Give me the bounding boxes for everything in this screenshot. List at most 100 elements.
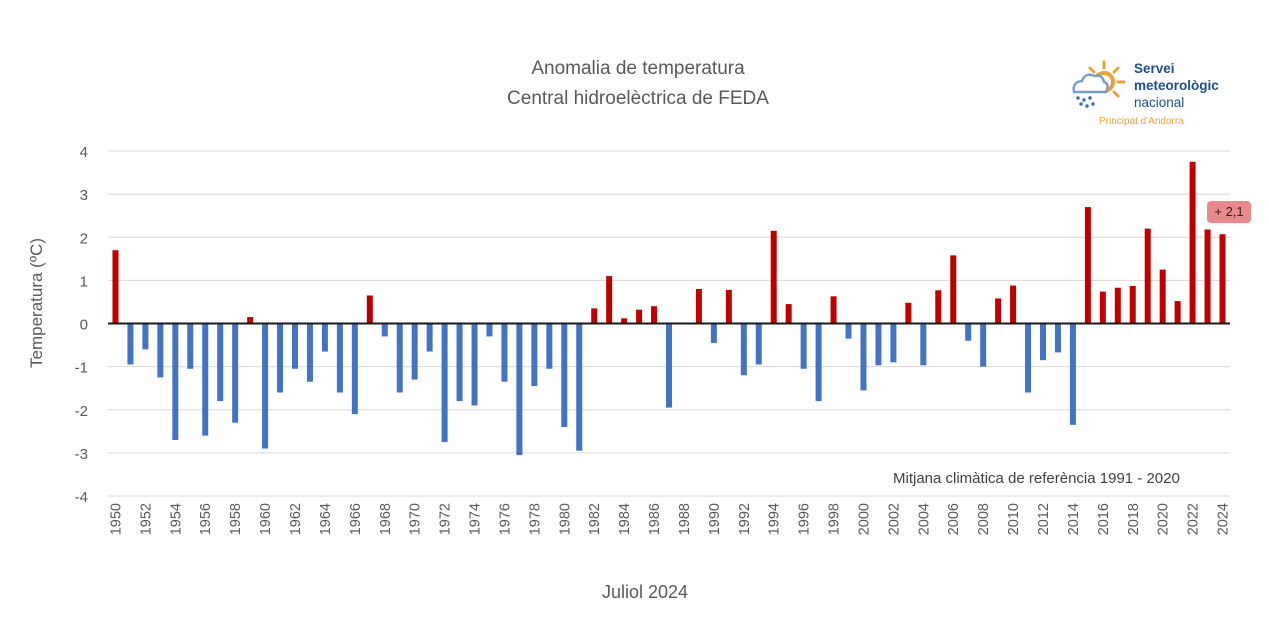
bar-1989	[695, 289, 702, 324]
x-tick-label: 1976	[497, 503, 513, 535]
bar-1980	[561, 323, 568, 427]
bar-1999	[845, 323, 852, 339]
x-tick-label: 1962	[288, 503, 304, 535]
bar-2015	[1084, 207, 1091, 324]
x-tick-label: 1992	[737, 503, 753, 535]
bar-2009	[995, 298, 1002, 324]
logo-text-servei: Servei	[1134, 61, 1175, 76]
x-tick-label: 2018	[1126, 503, 1142, 535]
bar-2004	[920, 323, 927, 366]
x-tick-label: 2016	[1096, 503, 1112, 535]
bar-2023	[1204, 229, 1211, 324]
bar-1961	[277, 323, 284, 393]
chart-title: Anomalia de temperatura	[531, 58, 745, 79]
x-tick-label: 2006	[946, 503, 962, 535]
bar-2010	[1010, 285, 1017, 324]
x-tick-label: 1956	[198, 503, 214, 535]
x-tick-label: 2004	[916, 503, 932, 535]
x-tick-label: 1986	[647, 503, 663, 535]
logo-text-meteorologic: meteorològic	[1134, 78, 1219, 93]
x-tick-label: 1974	[468, 503, 484, 535]
bar-1984	[621, 318, 628, 324]
bar-2001	[875, 323, 882, 366]
bar-2013	[1054, 323, 1061, 353]
bar-1960	[262, 323, 269, 449]
y-tick-label: 4	[80, 144, 88, 161]
bar-1963	[306, 323, 313, 382]
x-tick-label: 2012	[1036, 503, 1052, 535]
bar-2016	[1099, 291, 1106, 324]
logo-text-nacional: nacional	[1134, 95, 1185, 110]
bar-2007	[965, 323, 972, 341]
x-tick-label: 1960	[258, 503, 274, 535]
y-axis-label: Temperatura (ºC)	[27, 238, 46, 368]
bar-2014	[1069, 323, 1076, 425]
x-tick-label: 1988	[677, 503, 693, 535]
bar-1998	[830, 296, 837, 324]
bar-2020	[1159, 269, 1166, 324]
bar-1953	[157, 323, 164, 378]
x-tick-label: 2024	[1216, 503, 1232, 535]
bar-1955	[187, 323, 194, 369]
y-tick-label: 1	[80, 273, 88, 290]
bar-2003	[905, 302, 912, 324]
bar-2006	[950, 255, 957, 324]
bar-1987	[666, 323, 672, 408]
y-tick-label: -1	[75, 360, 88, 377]
bar-1997	[815, 323, 822, 402]
bar-1982	[591, 308, 598, 324]
bar-2008	[980, 323, 987, 367]
bar-1958	[232, 323, 239, 423]
x-axis-label: Juliol 2024	[601, 582, 689, 602]
y-tick-label: 2	[80, 230, 88, 247]
bar-1986	[651, 306, 658, 324]
smn-logo: Servei meteorològic nacional Principat d…	[1066, 58, 1256, 133]
bar-1959	[247, 317, 254, 324]
bar-2021	[1174, 301, 1181, 324]
bar-2005	[935, 290, 942, 324]
bar-1985	[636, 309, 643, 324]
bar-1995	[785, 304, 792, 324]
bar-1968	[381, 323, 388, 337]
bar-1965	[336, 323, 343, 393]
y-tick-label: -2	[75, 403, 88, 420]
x-tick-label: 2014	[1066, 503, 1082, 535]
bar-1979	[546, 323, 553, 369]
bar-1994	[770, 230, 777, 324]
x-tick-label: 1952	[138, 503, 154, 535]
bar-1969	[396, 323, 403, 393]
x-tick-label: 2022	[1186, 503, 1202, 535]
bar-1975	[486, 323, 493, 337]
x-tick-label: 1982	[587, 503, 603, 535]
bar-1962	[292, 323, 298, 369]
bar-1978	[531, 323, 538, 387]
x-tick-label: 1964	[318, 503, 334, 535]
x-tick-label: 2002	[886, 503, 902, 535]
x-tick-label: 1978	[527, 503, 543, 535]
bar-2000	[860, 323, 867, 391]
bar-1951	[127, 323, 134, 365]
bar-1954	[172, 323, 179, 440]
bar-1976	[501, 323, 508, 382]
x-tick-label: 1984	[617, 503, 633, 535]
x-tick-label: 1958	[228, 503, 244, 535]
y-tick-label: -3	[75, 446, 88, 463]
x-tick-label: 1954	[168, 503, 184, 535]
bar-1991	[725, 289, 732, 324]
bar-1974	[471, 323, 478, 406]
bar-1957	[217, 323, 224, 402]
bar-1977	[516, 323, 523, 456]
latest-value-callout: + 2,1	[1207, 201, 1251, 223]
bar-1996	[800, 323, 807, 369]
bar-1983	[606, 276, 613, 324]
logo-subtitle: Principat d'Andorra	[1099, 116, 1184, 127]
bar-2022	[1189, 161, 1196, 324]
bar-2002	[890, 323, 897, 363]
bar-2012	[1040, 323, 1046, 361]
x-tick-label: 1968	[378, 503, 394, 535]
bar-1992	[740, 323, 747, 376]
bar-1993	[755, 323, 762, 365]
y-tick-label: -4	[75, 489, 88, 506]
x-tick-label: 1970	[408, 503, 424, 535]
